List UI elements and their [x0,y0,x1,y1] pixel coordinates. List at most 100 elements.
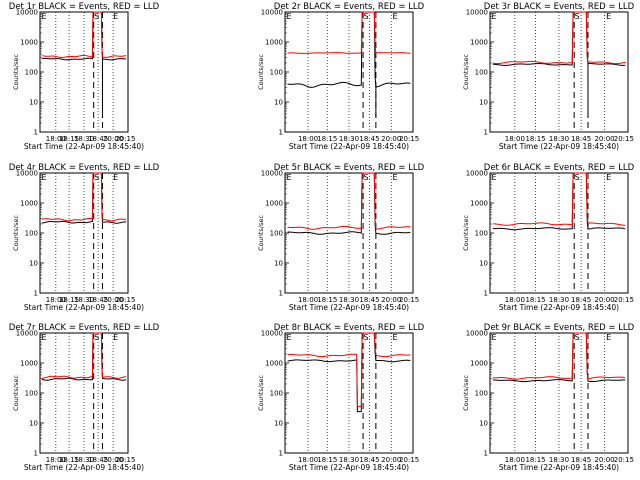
lld-series-line [492,332,626,380]
y-tick-label: 100 [270,69,283,77]
event-mark-e: E [41,173,46,182]
y-tick-label: 10 [479,99,488,107]
event-mark-e: E [491,333,496,342]
x-tick-label: 18:45 [359,456,379,464]
x-tick-label: 20:15 [614,296,634,304]
x-tick-label: 20:15 [115,456,135,464]
x-tick-label: 18:30 [74,456,94,464]
x-tick-label: 20:00 [594,296,614,304]
y-tick-label: 100 [270,230,283,238]
y-axis-label: Counts/sec [12,54,20,90]
event-mark-e: E [113,173,118,182]
y-axis-label: Counts/sec [12,215,20,251]
y-axis-label: Counts/sec [257,215,265,251]
y-tick-label: 10000 [16,9,38,17]
y-tick-label: 1 [279,290,283,298]
x-tick-label: 20:15 [399,296,419,304]
events-series-line [492,11,626,66]
event-mark-s: S [575,333,580,342]
x-tick-label: 20:15 [399,135,419,143]
y-tick-label: 10000 [16,330,38,338]
event-mark-s: S [364,12,369,21]
event-mark-e: E [393,173,398,182]
x-axis-label: Start Time (22-Apr-09 18:45:40) [499,303,619,312]
y-tick-label: 10 [274,99,283,107]
x-tick-label: 18:45 [359,296,379,304]
event-mark-s: S [575,173,580,182]
x-axis-label: Start Time (22-Apr-09 18:45:40) [499,463,619,472]
x-axis-label: Start Time (22-Apr-09 18:45:40) [289,463,409,472]
event-mark-e: E [606,173,611,182]
x-tick-label: 18:30 [549,135,569,143]
event-mark-s: S [575,12,580,21]
y-tick-label: 1 [484,450,488,458]
event-mark-e: E [286,333,291,342]
x-tick-label: 18:30 [549,456,569,464]
x-tick-label: 18:00 [298,456,318,464]
x-tick-label: 18:30 [74,135,94,143]
y-tick-label: 10000 [16,170,38,178]
y-tick-label: 10000 [466,9,488,17]
event-mark-e: E [286,12,291,21]
events-series-line [41,172,127,224]
event-mark-e: E [491,173,496,182]
events-series-line [287,172,411,235]
y-tick-label: 1 [34,450,38,458]
event-mark-e: E [41,333,46,342]
y-tick-label: 10 [479,260,488,268]
lld-series-line [41,172,127,222]
x-tick-label: 18:15 [317,456,337,464]
panel-title: Det 7r BLACK = Events, RED = LLD [9,323,160,333]
lld-series-line [492,11,626,65]
y-tick-label: 1000 [470,200,488,208]
x-tick-label: 18:45 [571,456,591,464]
y-tick-label: 10 [29,99,38,107]
y-tick-label: 1 [484,129,488,137]
x-tick-label: 20:00 [103,135,123,143]
y-tick-label: 10 [274,260,283,268]
y-tick-label: 10000 [261,330,283,338]
events-series-line [492,172,626,231]
y-tick-label: 1000 [20,39,38,47]
detector-panel-1: Det 1r BLACK = Events, RED = LLD18:0018:… [9,2,160,151]
x-axis-label: Start Time (22-Apr-09 18:45:40) [24,303,144,312]
events-series-line [492,332,626,383]
lld-series-line [41,11,127,58]
events-series-line [287,11,411,88]
x-tick-label: 18:45 [571,135,591,143]
x-tick-label: 18:00 [505,456,525,464]
lld-series-line [492,172,626,226]
panel-title: Det 3r BLACK = Events, RED = LLD [484,2,635,12]
x-tick-label: 20:00 [381,456,401,464]
events-series-line [287,332,411,413]
events-series-line [41,332,127,381]
y-tick-label: 10 [479,420,488,428]
y-tick-label: 100 [475,390,488,398]
x-tick-label: 20:15 [399,456,419,464]
x-tick-label: 18:15 [59,456,79,464]
panel-title: Det 4r BLACK = Events, RED = LLD [9,163,160,173]
x-tick-label: 20:00 [103,296,123,304]
y-tick-label: 1 [34,290,38,298]
y-tick-label: 100 [475,230,488,238]
event-mark-s: S [364,333,369,342]
panel-title: Det 5r BLACK = Events, RED = LLD [274,163,425,173]
y-tick-label: 10 [29,260,38,268]
x-tick-label: 18:00 [46,296,66,304]
x-tick-label: 18:00 [298,135,318,143]
y-tick-label: 100 [475,69,488,77]
y-tick-label: 1000 [20,200,38,208]
x-axis-label: Start Time (22-Apr-09 18:45:40) [24,142,144,151]
panel-title: Det 2r BLACK = Events, RED = LLD [274,2,425,12]
event-mark-s: S [94,173,99,182]
y-tick-label: 10000 [466,170,488,178]
x-tick-label: 18:30 [549,296,569,304]
y-axis-label: Counts/sec [12,375,20,411]
